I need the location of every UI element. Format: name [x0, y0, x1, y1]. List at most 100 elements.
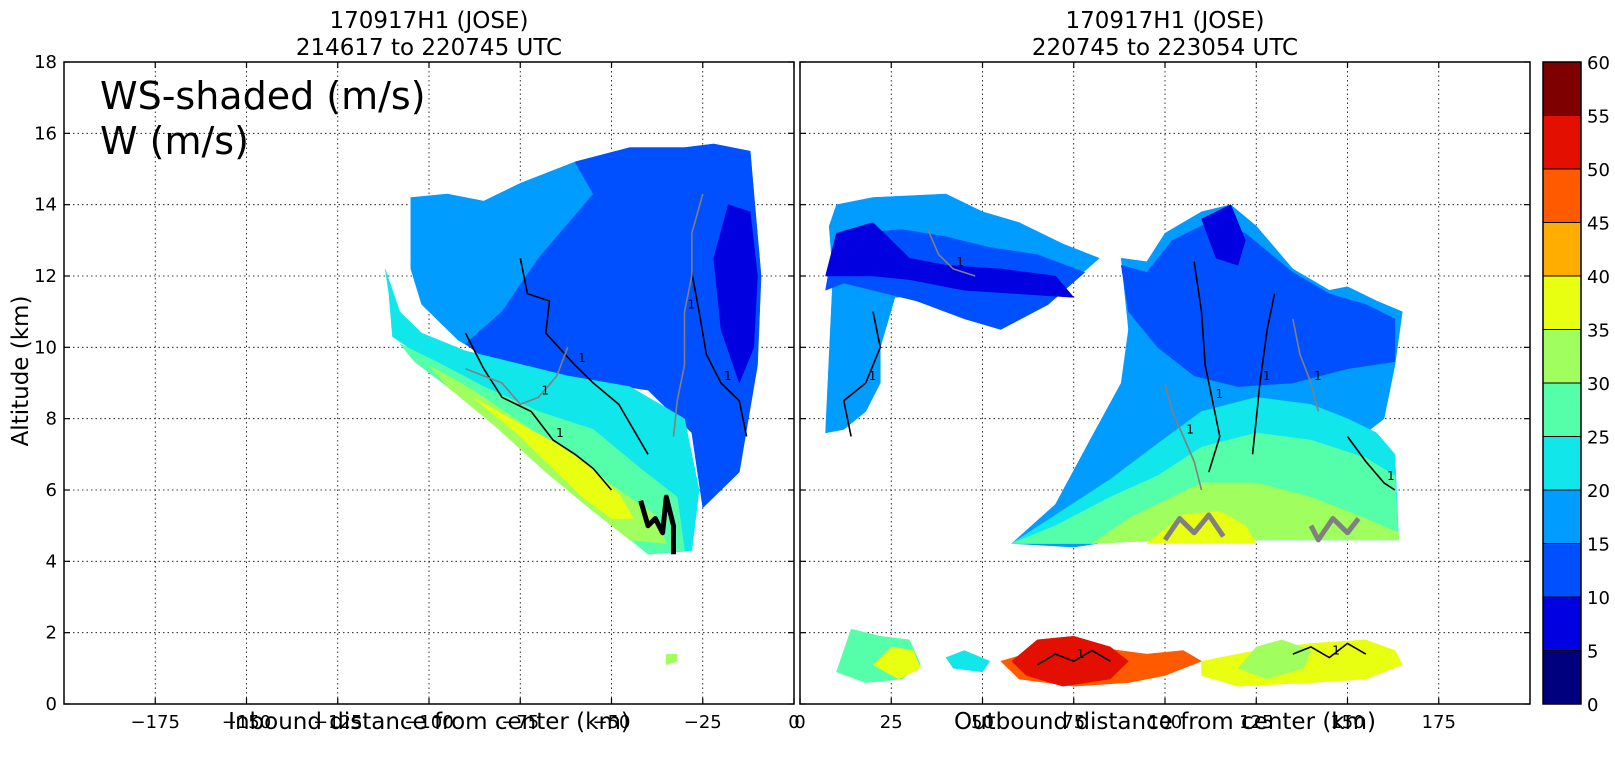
- y-tick-label: 6: [46, 480, 57, 501]
- colorbar-tick-label: 30: [1587, 374, 1610, 395]
- wind-speed-region: [666, 653, 678, 666]
- colorbar-blocks: [1543, 62, 1581, 704]
- w-contour-line: [464, 332, 613, 491]
- colorbar-swatch: [1543, 650, 1581, 704]
- x-tick-label: 50: [971, 712, 994, 733]
- colorbar-swatch: [1543, 222, 1581, 276]
- colorbar-swatch: [1543, 62, 1581, 116]
- right-x-ticks: 0 25 50 75 100 125 150 175: [794, 61, 1530, 733]
- contour-label: 1: [1215, 387, 1223, 401]
- w-contour-line: [1162, 512, 1226, 542]
- colorbar-tick-label: 5: [1587, 642, 1598, 663]
- wind-speed-region: [1237, 639, 1312, 680]
- right-x-axis-label: Outbound distance from center (km): [954, 709, 1376, 735]
- w-contour-line: [842, 311, 882, 437]
- wind-speed-region: [1011, 635, 1129, 687]
- w-contour-line: [1346, 436, 1396, 491]
- w-contour-line: [1251, 293, 1276, 455]
- x-tick-label: 150: [1330, 712, 1364, 733]
- w-contour-line: [1292, 642, 1367, 659]
- colorbar-tick-label: 50: [1587, 160, 1610, 181]
- contour-label: 1: [1332, 644, 1340, 658]
- right-panel: 1 1 1 1 1 1 1 1 1 0 25 50 75 100 125 150 175 170917H1 (…: [794, 8, 1531, 735]
- wind-speed-region: [1120, 222, 1396, 387]
- colorbar-tick-label: 45: [1587, 214, 1610, 235]
- y-tick-label: 8: [46, 409, 57, 430]
- right-title-line2: 220745 to 223054 UTC: [1032, 35, 1298, 61]
- left-w-contours: 1 1 1 1 1: [464, 193, 748, 555]
- x-tick-label: 100: [1148, 712, 1182, 733]
- w-contour-line: [691, 272, 748, 437]
- y-tick-label: 4: [46, 551, 57, 572]
- contour-label: 1: [1077, 647, 1085, 661]
- y-tick-label: 2: [46, 623, 57, 644]
- contour-label: 1: [556, 426, 564, 440]
- y-tick-label: 16: [34, 123, 57, 144]
- contour-label: 1: [1387, 469, 1395, 483]
- colorbar-swatch: [1543, 490, 1581, 544]
- w-contour-line: [465, 347, 569, 406]
- y-tick-label: 10: [34, 337, 57, 358]
- colorbar-swatch: [1543, 169, 1581, 223]
- x-tick-label: 75: [1062, 712, 1085, 733]
- colorbar-ticks: 0 5 10 15 20 25 30 35 40 45 50 55 60: [1543, 53, 1610, 716]
- y-tick-label: 18: [34, 52, 57, 73]
- y-tick-label: 0: [46, 694, 57, 715]
- left-title-line2: 214617 to 220745 UTC: [296, 35, 562, 61]
- w-contour-line: [1308, 516, 1361, 543]
- w-contour-line: [1036, 649, 1111, 666]
- colorbar-tick-label: 40: [1587, 267, 1610, 288]
- x-tick-label: −150: [222, 712, 271, 733]
- colorbar-swatch: [1543, 383, 1581, 437]
- left-panel: 1 1 1 1 1 −175 −150 −125 −100 −75 −50 −25 0 0 2 4 6 8 10…: [8, 8, 800, 735]
- y-tick-label: 14: [34, 195, 57, 216]
- colorbar-swatch: [1543, 276, 1581, 330]
- left-wind-shading: [384, 143, 762, 666]
- contour-label: 1: [956, 255, 964, 269]
- colorbar-tick-label: 60: [1587, 53, 1610, 74]
- annotation-ws-shaded: WS-shaded (m/s): [100, 74, 426, 118]
- colorbar-tick-label: 10: [1587, 588, 1610, 609]
- wind-speed-region: [825, 222, 1075, 298]
- right-w-contours: 1 1 1 1 1 1 1 1 1: [842, 229, 1396, 666]
- colorbar-tick-label: 25: [1587, 428, 1610, 449]
- contour-label: 1: [688, 298, 696, 312]
- x-tick-label: 0: [788, 712, 799, 733]
- y-axis-label: Altitude (km): [8, 296, 34, 447]
- wind-speed-region: [465, 143, 762, 509]
- w-contour-line: [1292, 318, 1320, 412]
- wind-speed-region: [472, 397, 634, 519]
- w-contour-line: [927, 229, 976, 277]
- contour-label: 1: [869, 369, 877, 383]
- colorbar-tick-label: 20: [1587, 481, 1610, 502]
- x-tick-label: 25: [880, 712, 903, 733]
- colorbar-swatch: [1543, 543, 1581, 597]
- contour-label: 1: [542, 383, 550, 397]
- x-tick-label: −50: [593, 712, 631, 733]
- left-y-ticks: 0 2 4 6 8 10 12 14 16 18: [34, 52, 794, 715]
- colorbar: 0 5 10 15 20 25 30 35 40 45 50 55 60: [1542, 53, 1610, 716]
- w-contour-line: [638, 494, 676, 555]
- y-tick-label: 12: [34, 266, 57, 287]
- contour-label: 1: [578, 351, 586, 365]
- x-tick-label: 0: [794, 712, 805, 733]
- x-tick-label: −75: [501, 712, 539, 733]
- contour-label: 1: [1186, 423, 1194, 437]
- w-contour-line: [1193, 261, 1221, 473]
- contour-label: 1: [724, 369, 732, 383]
- x-tick-label: 175: [1422, 712, 1456, 733]
- colorbar-swatch: [1543, 597, 1581, 651]
- w-contour-line: [1164, 382, 1203, 491]
- colorbar-tick-label: 35: [1587, 321, 1610, 342]
- x-tick-label: −125: [313, 712, 362, 733]
- left-title-line1: 170917H1 (JOSE): [329, 8, 528, 34]
- x-tick-label: −175: [131, 712, 180, 733]
- wind-speed-region: [872, 646, 921, 680]
- wind-speed-region: [713, 204, 758, 384]
- annotation-w: W (m/s): [100, 119, 249, 163]
- contour-label: 1: [1314, 369, 1322, 383]
- colorbar-tick-label: 55: [1587, 107, 1610, 128]
- colorbar-swatch: [1543, 329, 1581, 383]
- left-x-ticks: −175 −150 −125 −100 −75 −50 −25 0: [131, 62, 800, 733]
